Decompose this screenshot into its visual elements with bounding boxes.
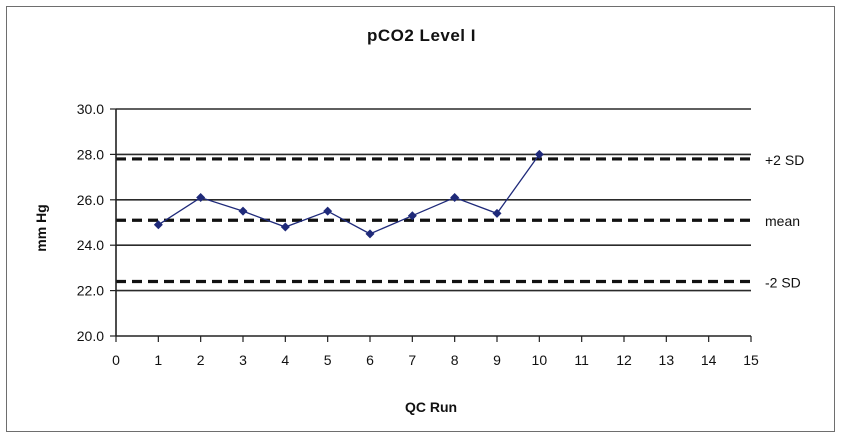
data-point (365, 229, 375, 239)
data-point (280, 222, 290, 232)
y-axis-title: mm Hg (33, 204, 49, 251)
data-point (534, 149, 544, 159)
y-tick-label: 24.0 (77, 237, 104, 253)
x-tick-label: 9 (493, 352, 501, 368)
x-tick-label: 8 (451, 352, 459, 368)
x-tick-label: 2 (197, 352, 205, 368)
x-axis-title: QC Run (405, 399, 457, 415)
reference-label: mean (765, 213, 800, 229)
x-tick-label: 10 (532, 352, 548, 368)
y-tick-label: 28.0 (77, 146, 104, 162)
x-tick-label: 1 (154, 352, 162, 368)
data-point (153, 220, 163, 230)
x-tick-label: 4 (281, 352, 289, 368)
data-point (196, 193, 206, 203)
data-point (492, 208, 502, 218)
data-point (450, 193, 460, 203)
chart-title: pCO2 Level I (367, 26, 476, 45)
x-tick-label: 11 (574, 352, 589, 368)
x-tick-label: 5 (324, 352, 332, 368)
x-tick-label: 12 (616, 352, 632, 368)
data-point (323, 206, 333, 216)
x-tick-label: 13 (659, 352, 675, 368)
y-tick-label: 26.0 (77, 192, 104, 208)
x-tick-label: 6 (366, 352, 374, 368)
reference-label: -2 SD (765, 275, 801, 291)
x-tick-label: 3 (239, 352, 247, 368)
reference-label: +2 SD (765, 152, 804, 168)
x-tick-label: 7 (408, 352, 416, 368)
data-point (238, 206, 248, 216)
data-point (407, 211, 417, 221)
y-tick-label: 22.0 (77, 283, 104, 299)
x-tick-label: 14 (701, 352, 717, 368)
x-tick-label: 0 (112, 352, 120, 368)
y-tick-label: 20.0 (77, 328, 104, 344)
x-tick-label: 15 (743, 352, 759, 368)
series-line (157, 154, 540, 235)
y-tick-label: 30.0 (77, 101, 104, 117)
